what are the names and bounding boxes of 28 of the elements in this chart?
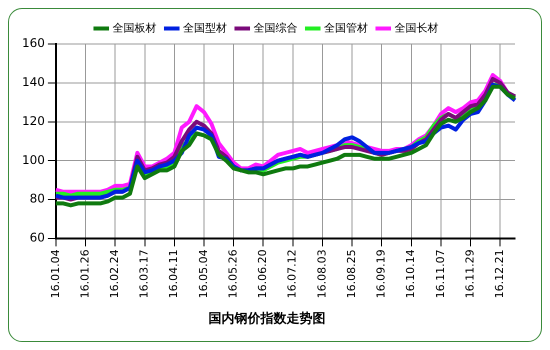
x-tick-label: 16.08.25 bbox=[344, 249, 358, 298]
y-tick-label: 100 bbox=[22, 152, 45, 167]
y-tick-label: 120 bbox=[22, 114, 45, 128]
legend-label: 全国型材 bbox=[182, 21, 227, 34]
legend-label: 全国综合 bbox=[253, 21, 298, 34]
x-tick-label: 16.04.11 bbox=[167, 249, 180, 298]
x-tick-label: 16.09.19 bbox=[374, 249, 388, 298]
x-tick-label: 16.05.04 bbox=[196, 249, 210, 298]
x-tick-label: 16.02.24 bbox=[108, 249, 121, 298]
y-tick-label: 80 bbox=[30, 192, 45, 206]
legend-label: 全国管材 bbox=[324, 21, 368, 34]
y-tick-label: 60 bbox=[30, 230, 45, 245]
x-tick-label: 16.06.20 bbox=[256, 249, 270, 298]
y-tick-label: 140 bbox=[22, 75, 45, 90]
y-tick-label: 160 bbox=[22, 36, 45, 50]
legend-label: 全国长材 bbox=[394, 21, 438, 34]
x-tick-label: 16.03.17 bbox=[138, 249, 151, 298]
x-tick-label: 16.10.14 bbox=[404, 249, 418, 298]
x-tick-label: 16.11.07 bbox=[434, 249, 447, 298]
x-tick-label: 16.07.12 bbox=[286, 249, 299, 298]
x-tick-label: 16.11.29 bbox=[463, 249, 476, 298]
x-tick-label: 16.12.21 bbox=[493, 249, 506, 298]
x-tick-label: 16.05.26 bbox=[226, 249, 240, 298]
x-tick-label: 16.08.03 bbox=[315, 249, 328, 298]
text: 国内钢价指数走势图 bbox=[208, 310, 326, 327]
x-tick-label: 16.01.04 bbox=[48, 249, 62, 298]
x-tick-label: 16.01.26 bbox=[78, 249, 92, 298]
legend-label: 全国板材 bbox=[112, 21, 156, 34]
